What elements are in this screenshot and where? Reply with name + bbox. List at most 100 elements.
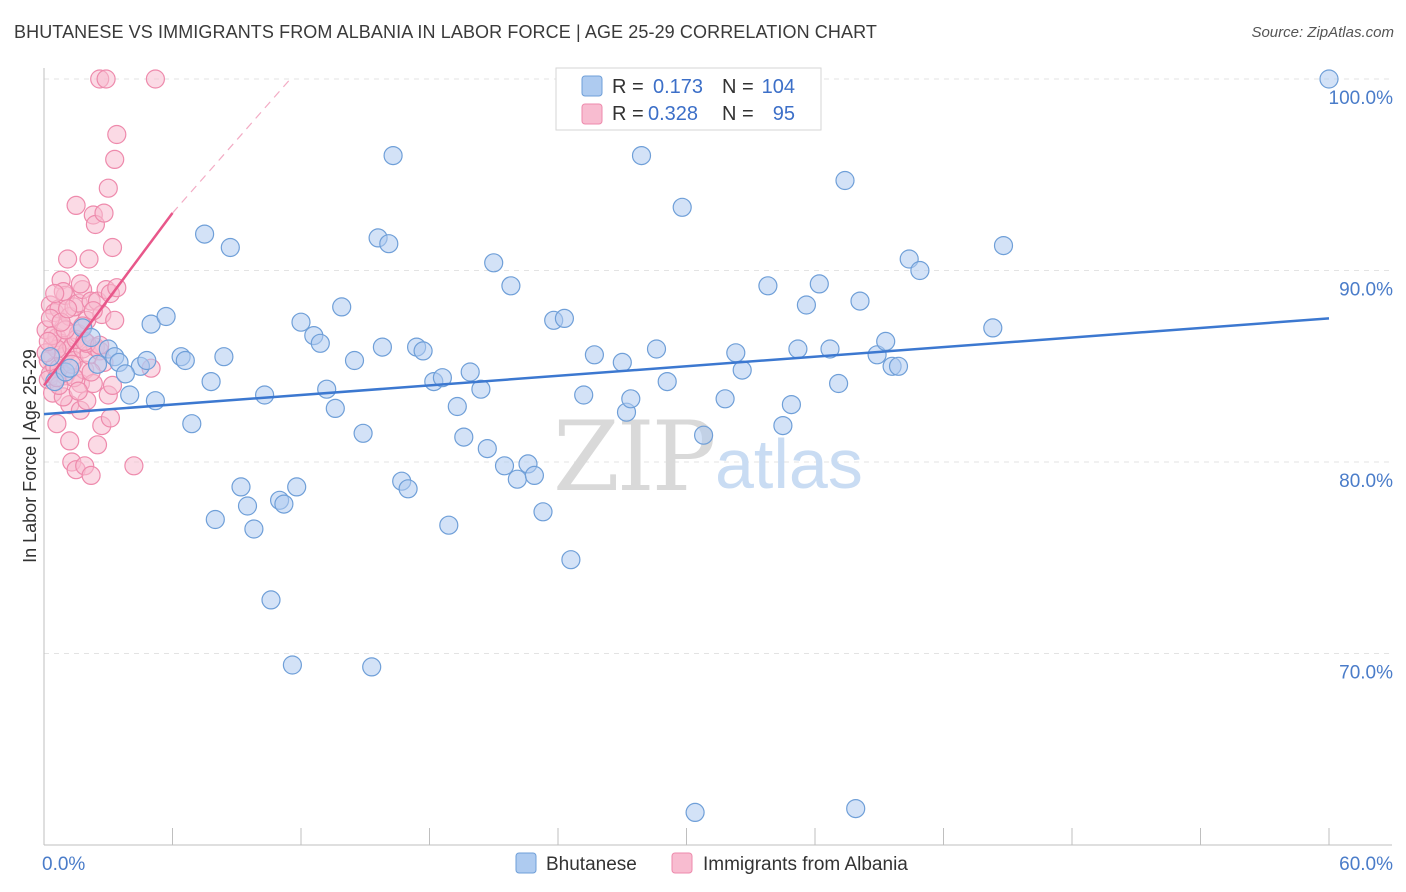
watermark-zip: ZIP: [553, 401, 714, 513]
y-axis-label: In Labor Force | Age 25-29: [20, 349, 40, 563]
bhutanese-point: [1319, 69, 1339, 89]
bhutanese-point: [156, 306, 176, 327]
bhutanese-point: [137, 350, 157, 371]
bhutanese-point: [820, 339, 840, 359]
albania-point: [94, 203, 114, 223]
bhutanese-point: [325, 398, 345, 418]
bhutanese-point: [274, 494, 294, 514]
watermark-atlas: atlas: [715, 425, 863, 503]
y-tick-label: 90.0%: [1339, 280, 1393, 301]
bhutanese-point: [471, 379, 491, 399]
bhutanese-point: [432, 368, 452, 388]
bhutanese-point: [773, 416, 793, 436]
bhutanese-point: [413, 341, 433, 361]
trend-lines: [42, 78, 1330, 416]
bhutanese-point: [612, 352, 632, 372]
albania-point: [70, 274, 91, 294]
albania-point: [47, 414, 67, 434]
bhutanese-point: [788, 339, 808, 359]
albania-point: [105, 310, 125, 330]
bhutanese-point: [205, 509, 225, 530]
bhutanese-point: [115, 364, 136, 384]
bhutanese-point: [460, 362, 480, 382]
legend-n-label-albania: N =: [722, 103, 754, 125]
albania-point: [87, 435, 108, 455]
series-legend-swatch-albania[interactable]: [671, 852, 693, 874]
albania-point: [45, 283, 65, 304]
bhutanese-point: [120, 385, 140, 405]
bhutanese-point: [353, 423, 373, 443]
y-tick-label: 80.0%: [1339, 471, 1393, 492]
chart-title: BHUTANESE VS IMMIGRANTS FROM ALBANIA IN …: [14, 22, 877, 42]
bhutanese-point: [477, 439, 497, 459]
albania-point: [57, 299, 78, 319]
legend-r-value-bhutanese: 0.173: [653, 76, 703, 98]
bhutanese-point: [657, 372, 677, 392]
legend-r-label-albania: R =: [612, 103, 644, 125]
bhutanese-point: [910, 260, 930, 281]
albania-point: [107, 124, 127, 145]
bhutanese-point: [439, 515, 459, 535]
albania-point: [68, 381, 88, 401]
bhutanese-point: [993, 236, 1014, 256]
bhutanese-point: [809, 274, 829, 294]
albania-trend-line: [172, 78, 291, 214]
bhutanese-point: [726, 343, 746, 363]
bhutanese-point: [220, 237, 240, 258]
y-tick-label: 100.0%: [1329, 88, 1394, 109]
x-tick-label-min: 0.0%: [42, 854, 85, 875]
albania-point: [81, 465, 101, 485]
albania-point: [105, 149, 125, 169]
legend-swatch-bhutanese: [581, 75, 603, 97]
bhutanese-point: [454, 427, 474, 447]
albania-point: [100, 408, 121, 428]
series-legend-label-bhutanese[interactable]: Bhutanese: [546, 854, 637, 875]
albania-point: [145, 69, 165, 89]
bhutanese-point: [554, 308, 575, 328]
albania-point: [124, 456, 144, 476]
bhutanese-point: [81, 327, 101, 348]
bhutanese-point: [398, 479, 418, 499]
x-axis-ticks: [43, 828, 1330, 845]
legend-n-value-albania: 95: [773, 103, 795, 125]
bhutanese-point: [876, 331, 896, 351]
bhutanese-point: [372, 337, 392, 357]
albania-point: [102, 375, 123, 395]
bhutanese-point: [344, 350, 365, 371]
bhutanese-point: [524, 465, 545, 485]
albania-point: [60, 431, 80, 451]
legend-swatch-albania: [581, 103, 603, 125]
bhutanese-trend-line: [43, 317, 1330, 416]
series-legend-swatch-bhutanese[interactable]: [515, 852, 537, 874]
bhutanese-point: [255, 385, 275, 405]
albania-point: [79, 249, 99, 269]
legend-r-label-bhutanese: R =: [612, 76, 644, 98]
bhutanese-point: [214, 347, 234, 367]
albania-point: [96, 69, 116, 89]
bhutanese-point: [237, 496, 258, 516]
bhutanese-point: [383, 146, 403, 166]
y-tick-label: 70.0%: [1339, 663, 1393, 684]
legend-n-label-bhutanese: N =: [722, 76, 754, 98]
bhutanese-point: [287, 477, 307, 497]
bhutanese-points: [40, 69, 1339, 823]
x-tick-label-max: 60.0%: [1339, 854, 1393, 875]
bhutanese-point: [501, 276, 521, 296]
bhutanese-point: [685, 802, 705, 823]
bhutanese-point: [584, 345, 605, 365]
bhutanese-point: [231, 477, 251, 497]
bhutanese-point: [828, 373, 849, 394]
bhutanese-point: [796, 295, 817, 315]
stats-legend: R = 0.173 N = 104 R = 0.328 N = 95: [555, 67, 822, 131]
bhutanese-point: [175, 350, 195, 371]
bhutanese-point: [850, 291, 870, 311]
bhutanese-point: [291, 312, 311, 332]
albania-point: [102, 237, 123, 258]
bhutanese-point: [758, 276, 778, 296]
gridlines: [44, 78, 1392, 654]
bhutanese-point: [141, 314, 161, 334]
albania-trend-line: [42, 212, 174, 387]
bhutanese-point: [332, 297, 352, 317]
legend-n-value-bhutanese: 104: [762, 76, 795, 98]
series-legend-label-albania[interactable]: Immigrants from Albania: [703, 854, 908, 875]
